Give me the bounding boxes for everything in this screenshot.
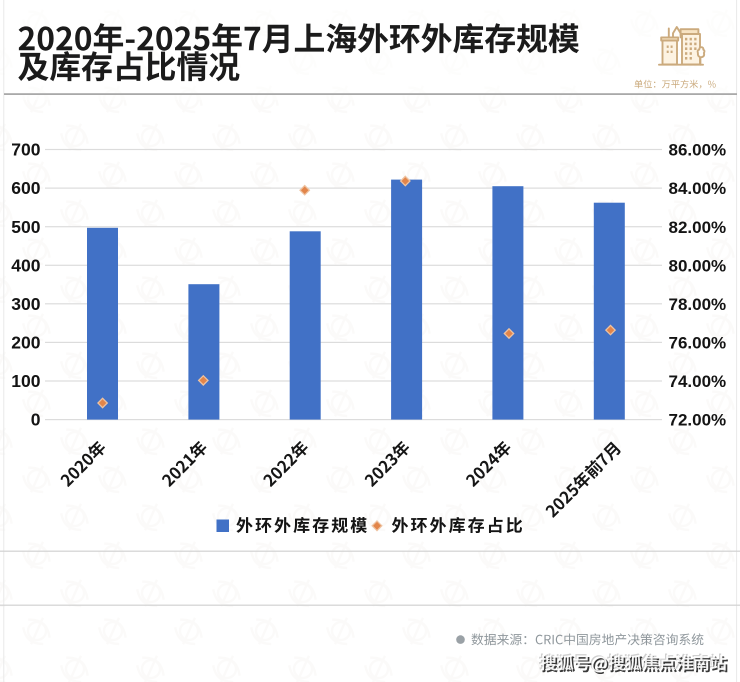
svg-text:86.00%: 86.00% <box>669 141 727 160</box>
svg-text:0: 0 <box>31 410 41 430</box>
svg-text:200: 200 <box>11 333 40 353</box>
svg-text:84.00%: 84.00% <box>669 179 727 198</box>
svg-text:72.00%: 72.00% <box>669 411 727 430</box>
svg-text:700: 700 <box>11 140 40 160</box>
svg-text:80.00%: 80.00% <box>669 256 727 275</box>
svg-text:82.00%: 82.00% <box>669 218 727 237</box>
svg-text:76.00%: 76.00% <box>669 334 727 353</box>
svg-text:100: 100 <box>11 371 40 391</box>
svg-text:74.00%: 74.00% <box>669 372 727 391</box>
svg-text:300: 300 <box>11 294 40 314</box>
svg-text:500: 500 <box>11 217 40 237</box>
svg-text:78.00%: 78.00% <box>669 295 727 314</box>
svg-text:600: 600 <box>11 178 40 198</box>
svg-text:400: 400 <box>11 255 40 275</box>
